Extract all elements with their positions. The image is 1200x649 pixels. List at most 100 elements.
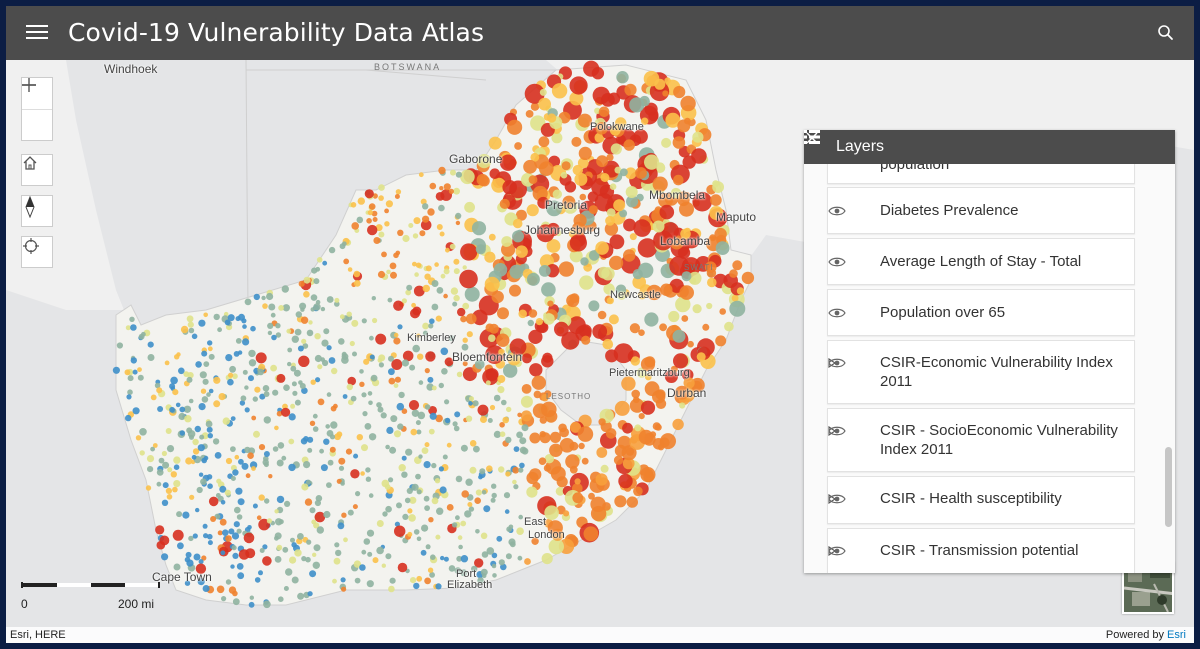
- map-symbol: [231, 545, 237, 551]
- map-symbol: [161, 553, 169, 561]
- esri-link[interactable]: Esri: [1167, 629, 1186, 641]
- layers-scrollbar[interactable]: [1164, 172, 1172, 567]
- map-symbol: [343, 537, 348, 543]
- map-symbol: [397, 229, 404, 236]
- map-symbol: [202, 378, 209, 385]
- map-symbol: [435, 414, 443, 423]
- map-symbol: [326, 430, 334, 437]
- map-symbol: [216, 478, 222, 484]
- map-symbol: [372, 317, 378, 324]
- map-symbol: [637, 238, 658, 258]
- map-symbol: [491, 552, 498, 559]
- map-symbol: [408, 400, 420, 411]
- map-symbol: [501, 399, 507, 406]
- layers-list[interactable]: population Diabetes Prevalence Average L…: [804, 164, 1175, 573]
- map-symbol: [248, 359, 257, 367]
- map-symbol: [464, 286, 480, 302]
- compass-icon[interactable]: [21, 195, 53, 227]
- map-symbol: [378, 231, 385, 238]
- layer-item-average-length-of-stay[interactable]: Average Length of Stay - Total: [827, 238, 1135, 285]
- layer-item-csir-socioeconomic-vulnerability[interactable]: CSIR - SocioEconomic Vulnerability Index…: [827, 408, 1135, 472]
- map-symbol: [277, 442, 285, 449]
- map-symbol: [187, 430, 196, 438]
- scrollbar-thumb[interactable]: [1165, 447, 1172, 527]
- map-symbol: [457, 307, 466, 317]
- map-symbol: [239, 400, 246, 406]
- map-symbol: [278, 305, 284, 311]
- layer-item-diabetes-prevalence[interactable]: Diabetes Prevalence: [827, 187, 1135, 234]
- layer-item-population[interactable]: population: [827, 164, 1135, 184]
- map-symbol: [410, 308, 420, 319]
- layers-panel-header: Layers: [804, 130, 1175, 164]
- map-symbol: [231, 532, 240, 540]
- map-symbol: [518, 467, 524, 473]
- map-symbol: [135, 435, 142, 441]
- map-symbol: [169, 406, 176, 413]
- map-symbol: [290, 365, 297, 372]
- map-symbol: [496, 535, 503, 542]
- minus-icon[interactable]: [22, 84, 52, 140]
- map-symbol: [264, 498, 270, 504]
- map-symbol: [373, 237, 381, 244]
- map-symbol: [158, 457, 165, 464]
- map-symbol: [332, 578, 337, 584]
- map-symbol: [192, 438, 199, 446]
- place-label: Pietermaritzburg: [609, 367, 690, 379]
- eye-icon[interactable]: [828, 205, 846, 217]
- map-symbol: [326, 296, 334, 303]
- close-icon[interactable]: [804, 130, 820, 146]
- layer-item-population-over-65[interactable]: Population over 65: [827, 289, 1135, 336]
- map-symbol: [431, 280, 439, 287]
- map-view[interactable]: Windhoek BOTSWANA Gaborone Polokwane Pre…: [6, 60, 1194, 643]
- crosshair-icon[interactable]: [21, 236, 53, 268]
- map-symbol: [385, 553, 392, 560]
- map-symbol: [309, 507, 316, 514]
- map-symbol: [233, 351, 240, 357]
- map-symbol: [291, 335, 299, 343]
- eye-icon[interactable]: [828, 256, 846, 268]
- eye-icon[interactable]: [828, 425, 846, 437]
- map-symbol: [544, 505, 559, 520]
- layer-item-csir-economic-vulnerability[interactable]: CSIR-Economic Vulnerability Index 2011: [827, 340, 1135, 404]
- hamburger-menu-icon[interactable]: [26, 22, 48, 44]
- map-symbol: [203, 361, 210, 367]
- map-symbol: [242, 324, 247, 329]
- map-symbol: [220, 550, 226, 556]
- map-symbol: [462, 337, 468, 343]
- map-symbol: [372, 193, 378, 199]
- map-symbol: [159, 535, 170, 546]
- layer-item-csir-transmission-potential[interactable]: CSIR - Transmission potential: [827, 528, 1135, 573]
- map-symbol: [515, 245, 528, 258]
- eye-icon[interactable]: [828, 545, 846, 557]
- map-symbol: [299, 302, 307, 310]
- search-icon[interactable]: [1156, 23, 1176, 43]
- map-symbol: [465, 415, 473, 422]
- map-symbol: [276, 459, 284, 467]
- app-title: Covid-19 Vulnerability Data Atlas: [68, 18, 485, 47]
- map-symbol: [444, 417, 451, 424]
- map-symbol: [274, 425, 279, 431]
- eye-icon[interactable]: [828, 493, 846, 505]
- map-symbol: [178, 367, 185, 375]
- map-symbol: [424, 505, 430, 511]
- map-symbol: [306, 539, 312, 545]
- map-symbol: [681, 315, 689, 322]
- layer-item-csir-health-susceptibility[interactable]: CSIR - Health susceptibility: [827, 476, 1135, 524]
- eye-icon[interactable]: [828, 307, 846, 319]
- map-symbol: [237, 498, 245, 506]
- map-symbol: [415, 420, 421, 426]
- place-label: Johannesburg: [524, 223, 601, 237]
- map-symbol: [326, 345, 332, 351]
- map-symbol: [649, 431, 657, 438]
- eye-icon[interactable]: [828, 357, 846, 369]
- home-icon[interactable]: [21, 154, 53, 186]
- map-symbol: [312, 413, 318, 419]
- map-symbol: [455, 220, 461, 226]
- map-symbol: [422, 284, 430, 293]
- map-symbol: [408, 223, 414, 228]
- map-symbol: [439, 486, 447, 494]
- place-label: Gaborone: [449, 152, 503, 166]
- map-symbol: [465, 313, 477, 325]
- map-symbol: [166, 445, 175, 453]
- map-symbol: [366, 218, 372, 224]
